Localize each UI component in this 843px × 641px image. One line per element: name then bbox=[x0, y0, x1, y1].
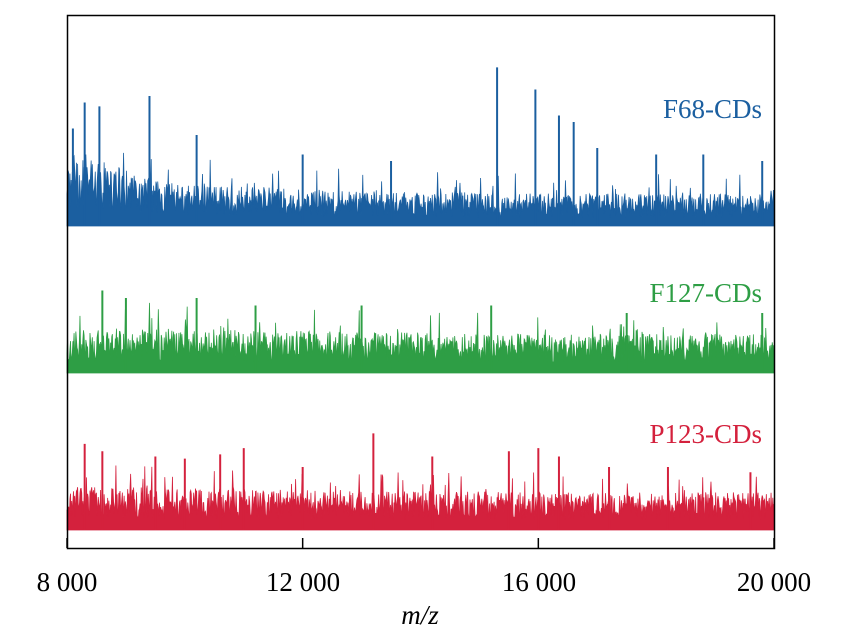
x-tick-label-8000: 8 000 bbox=[37, 567, 98, 597]
x-tick-label-16000: 16 000 bbox=[502, 567, 576, 597]
spectrum-f68-cds bbox=[66, 152, 775, 227]
spectra-group bbox=[66, 67, 775, 531]
x-axis-ticks bbox=[66, 538, 775, 548]
x-tick-label-20000: 20 000 bbox=[737, 567, 811, 597]
series-label-f127: F127-CDs bbox=[649, 278, 762, 308]
spectrum-f127-cds bbox=[66, 302, 775, 374]
x-tick-label-12000: 12 000 bbox=[266, 567, 340, 597]
series-label-f68: F68-CDs bbox=[663, 94, 762, 124]
series-label-p123: P123-CDs bbox=[649, 419, 762, 449]
x-axis-title: m/z bbox=[401, 600, 439, 630]
plot-frame bbox=[66, 14, 776, 550]
